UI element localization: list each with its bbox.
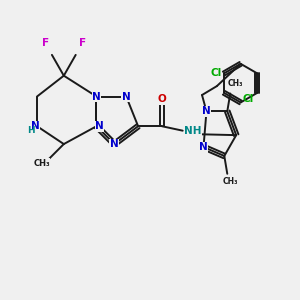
Text: N: N — [92, 92, 101, 101]
Text: CH₃: CH₃ — [227, 79, 243, 88]
Text: N: N — [31, 121, 40, 131]
Text: O: O — [158, 94, 166, 104]
Text: F: F — [41, 38, 49, 48]
Text: N: N — [202, 106, 211, 116]
Text: N: N — [110, 139, 119, 149]
Text: F: F — [79, 38, 86, 48]
Text: N: N — [122, 92, 130, 101]
Text: N: N — [95, 121, 104, 131]
Text: CH₃: CH₃ — [33, 159, 50, 168]
Text: H: H — [28, 126, 35, 135]
Text: Cl: Cl — [242, 94, 254, 104]
Text: NH: NH — [184, 126, 202, 136]
Text: N: N — [199, 142, 208, 152]
Text: CH₃: CH₃ — [223, 177, 238, 186]
Text: Cl: Cl — [211, 68, 222, 78]
